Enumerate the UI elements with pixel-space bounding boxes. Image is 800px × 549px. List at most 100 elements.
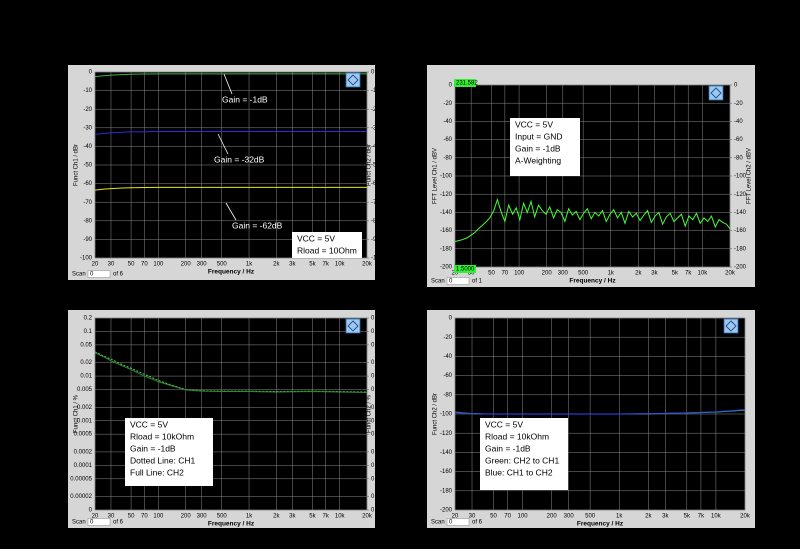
logo [345,318,361,334]
y-tick-label: 0 [449,83,453,89]
y-axis-title: FFT Level Ch1 / dBV [433,148,439,204]
x-tick-label: 7k [685,271,692,277]
scan-value: 0 [90,272,94,278]
scan-field[interactable] [446,277,470,285]
x-tick-label: 10k [711,514,722,520]
y-tick-label: 0.01 [80,374,92,380]
y-tick-label: -40 [443,354,452,360]
x-tick-label: 300 [197,514,208,520]
x-tick-label: 70 [504,514,511,520]
y-axis-title: Funct Ch1 / % [74,394,80,433]
x-tick-label: 7k [322,262,329,268]
y-tick-label: -120 [440,431,453,437]
x-tick-label: 300 [564,514,575,520]
x-tick-label: 1k [246,262,253,268]
y2-tick-label: 0 [734,83,738,89]
y-tick-label: -50 [83,163,92,169]
y-tick-label: 0.00005 [70,476,92,482]
x-tick-label: 500 [585,514,596,520]
y-tick-label: -80 [443,392,452,398]
y-tick-label: 0.001 [77,418,93,424]
x-tick-label: 30 [469,514,476,520]
y-tick-label: 0 [449,316,453,322]
scan-label: Scan [431,279,445,285]
series-line [454,409,746,415]
scan-field[interactable] [87,518,111,526]
y2-tick-label: 0.2 [371,316,380,322]
y2-tick-label: -140 [734,210,747,216]
x-axis-title: Frequency / Hz [577,521,624,528]
y2-tick-label: 0.001 [371,418,387,424]
x-tick-label: 30 [108,514,115,520]
x-tick-label: 30 [468,271,475,277]
y-tick-label: -20 [443,101,452,107]
note-box [125,418,213,486]
note-line: Rload = 10Ohm [297,245,357,255]
x-axis-title: Frequency / Hz [208,521,255,528]
x-tick-label: 70 [502,271,509,277]
scan-value: 0 [90,520,94,526]
x-axis-title: Frequency / Hz [569,278,616,285]
scan-of: of 6 [472,520,483,526]
x-tick-label: 20 [92,262,99,268]
x-tick-label: 100 [153,262,164,268]
x-tick-label: 100 [514,271,525,277]
x-tick-label: 50 [128,514,135,520]
x-tick-label: 2k [635,271,642,277]
label-pointer [217,133,229,155]
note-line: Input = GND [515,131,562,141]
logo-mark [347,74,359,86]
note-line: Blue: CH1 to CH2 [485,467,553,477]
y-tick-label: 0 [89,70,93,76]
y-tick-label: 0.00002 [70,494,92,500]
x-tick-label: 1k [608,271,615,277]
y-tick-label: 0.0002 [74,449,93,455]
y-tick-label: -60 [443,373,452,379]
y-tick-label: -120 [440,192,453,198]
y-tick-label: -10 [83,88,92,94]
x-tick-label: 50 [490,514,497,520]
y-tick-label: -30 [83,125,92,131]
x-tick-label: 200 [547,514,558,520]
logo-mark [725,320,737,332]
x-tick-label: 50 [128,262,135,268]
y2-tick-label: -50 [371,163,380,169]
y2-tick-label: -200 [734,265,747,271]
y2-tick-label: -100 [371,256,384,262]
x-tick-label: 2k [645,514,652,520]
y2-tick-label: -20 [734,101,743,107]
note-box [292,232,362,258]
y2-axis-title: Funct Ch2 / dBr [367,144,373,186]
y2-tick-label: -80 [734,155,743,161]
chart-panel: 20 30 50 70 100 200 300 500 1k 2k 3k 5k 7k 10k 20k 0.2 0… [68,310,393,528]
y-tick-label: -180 [440,488,453,494]
scan-label: Scan [72,272,86,278]
x-tick-label: 100 [153,514,164,520]
y-tick-label: 0.0001 [74,463,93,469]
x-tick-label: 200 [542,271,553,277]
y2-tick-label: 0.0001 [371,463,390,469]
y2-tick-label: -20 [371,107,380,113]
note-line: VCC = 5V [130,419,168,429]
y-tick-label: -90 [83,237,92,243]
y2-tick-label: 0.0005 [371,432,390,438]
x-tick-label: 20k [362,262,373,268]
scan-field[interactable] [87,270,111,278]
y2-tick-label: 0.0002 [371,449,390,455]
x-tick-label: 20k [362,514,373,520]
chart-panel: 20 30 50 70 100 200 300 500 1k 2k 3k 5k 7k 10k 20k 0 -20… [427,65,755,287]
note-line: Dotted Line: CH1 [130,455,195,465]
y-tick-label: -40 [83,144,92,150]
y-tick-label: -80 [83,218,92,224]
logo-mark [347,320,359,332]
series-line [94,352,368,393]
x-tick-label: 5k [684,514,691,520]
x-tick-label: 500 [217,514,228,520]
y2-tick-label: 0.02 [371,360,383,366]
note-line: Green: CH2 to CH1 [485,455,559,465]
series-line [94,186,367,191]
scan-field[interactable] [446,518,470,526]
y2-tick-label: 0.00002 [371,494,393,500]
x-tick-label: 20k [740,514,751,520]
y2-tick-label: 0.00005 [371,476,393,482]
